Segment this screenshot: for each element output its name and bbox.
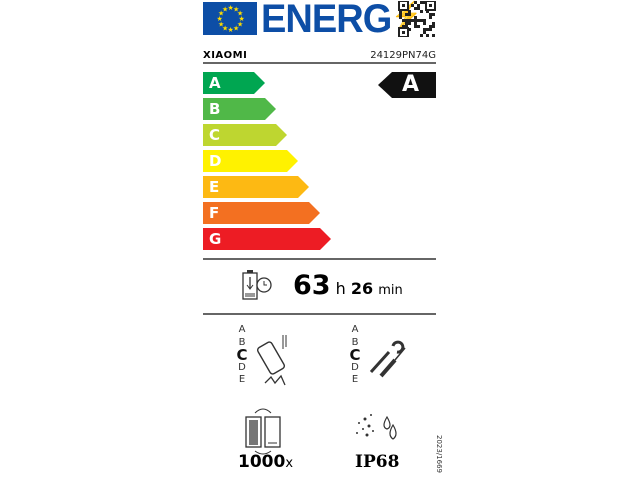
svg-text:★: ★ (217, 15, 223, 23)
eu-stars-icon: ★★★★★★★★★ ★ ★★ (217, 4, 245, 34)
dust-water-icon (356, 414, 397, 440)
scale-letter: D (238, 361, 246, 373)
battery-endurance-icon (242, 270, 272, 300)
scale-letter: B (351, 336, 359, 348)
divider (203, 313, 436, 315)
energy-bar-g: G (203, 228, 331, 250)
minutes-unit: min (378, 283, 403, 298)
energy-bar-label: A (209, 74, 221, 92)
scale-letter: E (351, 374, 359, 385)
svg-text:★: ★ (222, 25, 228, 33)
cycles-unit: x (285, 456, 294, 471)
eu-flag: ★ ★ ★ ★ ★ ★ ★ ★ ★ ★ ★ ★ (203, 2, 257, 35)
svg-text:★: ★ (228, 4, 234, 12)
energy-bar-f: F (203, 202, 320, 224)
scale-letter: E (238, 374, 246, 385)
energy-bar-label: C (209, 126, 221, 144)
scale-letter: D (351, 361, 359, 373)
battery-cycles-icon (245, 408, 281, 455)
svg-text:★: ★ (228, 26, 234, 34)
phone-drop-icon (256, 335, 287, 386)
energy-bar-d: D (203, 150, 298, 172)
energy-bar-label: E (209, 178, 220, 196)
energy-class-label: A (402, 72, 420, 97)
energy-bar-label: B (209, 100, 221, 118)
energy-class-arrow: A (378, 72, 436, 98)
divider (203, 62, 436, 64)
scale-letter: B (238, 336, 246, 348)
ingress-rating: IP68 (355, 452, 400, 472)
scale-letter: C (349, 346, 361, 364)
energy-bar-b: B (203, 98, 276, 120)
hours-unit: h (335, 279, 346, 298)
energy-text: ENERG (261, 0, 392, 41)
minutes-value: 26 (350, 279, 374, 298)
energy-bar-e: E (203, 176, 309, 198)
svg-text:★: ★ (222, 5, 228, 13)
model-number: 24129PN74G (370, 50, 436, 61)
divider (203, 258, 436, 260)
scale-letter: C (236, 346, 248, 364)
energy-bar-label: D (209, 152, 222, 170)
svg-text:★: ★ (237, 21, 243, 29)
svg-text:★: ★ (237, 10, 243, 18)
svg-text:★: ★ (239, 15, 245, 23)
brand-name: XIAOMI (203, 50, 248, 61)
scale-letter: A (238, 324, 246, 335)
battery-endurance: 63 h 26 min (293, 270, 403, 301)
scale-letter: A (351, 324, 359, 335)
energy-bar-label: F (209, 204, 220, 222)
energy-bar-c: C (203, 124, 287, 146)
qr-code (398, 1, 436, 37)
energy-bar-label: G (209, 230, 222, 248)
cycles-value: 1000 (238, 452, 286, 472)
svg-text:★: ★ (218, 21, 224, 29)
svg-text:★: ★ (218, 10, 224, 18)
hours-value: 63 (293, 270, 331, 301)
energy-title: ENERG⚡ (261, 0, 422, 42)
repair-tools-icon (369, 340, 406, 378)
energy-bar-a: A (203, 72, 265, 94)
svg-text:★: ★ (233, 25, 239, 33)
regulation-number: 2023/1669 (435, 435, 443, 473)
svg-text:★: ★ (233, 5, 239, 13)
battery-cycles: 1000x (238, 452, 293, 472)
